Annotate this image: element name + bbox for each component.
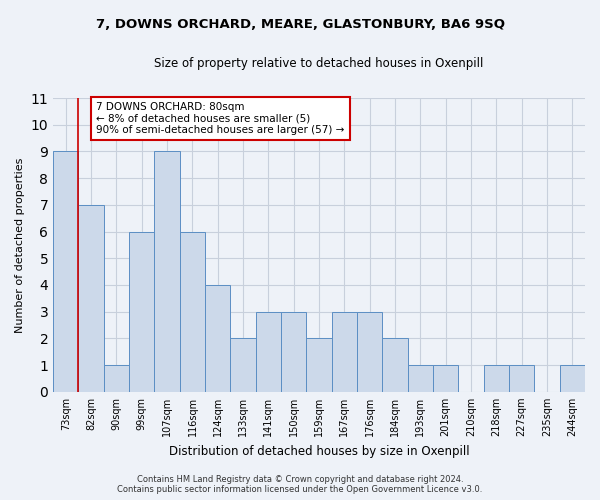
Bar [357, 312, 382, 392]
Bar [79, 205, 104, 392]
X-axis label: Distribution of detached houses by size in Oxenpill: Distribution of detached houses by size … [169, 444, 469, 458]
Bar [408, 365, 433, 392]
Bar [104, 365, 129, 392]
Bar [180, 232, 205, 392]
Bar [281, 312, 307, 392]
Text: 7, DOWNS ORCHARD, MEARE, GLASTONBURY, BA6 9SQ: 7, DOWNS ORCHARD, MEARE, GLASTONBURY, BA… [95, 18, 505, 30]
Y-axis label: Number of detached properties: Number of detached properties [15, 157, 25, 332]
Bar [129, 232, 154, 392]
Title: Size of property relative to detached houses in Oxenpill: Size of property relative to detached ho… [154, 58, 484, 70]
Bar [230, 338, 256, 392]
Text: 7 DOWNS ORCHARD: 80sqm
← 8% of detached houses are smaller (5)
90% of semi-detac: 7 DOWNS ORCHARD: 80sqm ← 8% of detached … [96, 102, 344, 136]
Bar [509, 365, 535, 392]
Bar [382, 338, 408, 392]
Bar [484, 365, 509, 392]
Bar [205, 285, 230, 392]
Bar [307, 338, 332, 392]
Text: Contains HM Land Registry data © Crown copyright and database right 2024.: Contains HM Land Registry data © Crown c… [137, 475, 463, 484]
Bar [332, 312, 357, 392]
Bar [256, 312, 281, 392]
Text: Contains public sector information licensed under the Open Government Licence v3: Contains public sector information licen… [118, 485, 482, 494]
Bar [560, 365, 585, 392]
Bar [154, 152, 180, 392]
Bar [53, 152, 79, 392]
Bar [433, 365, 458, 392]
